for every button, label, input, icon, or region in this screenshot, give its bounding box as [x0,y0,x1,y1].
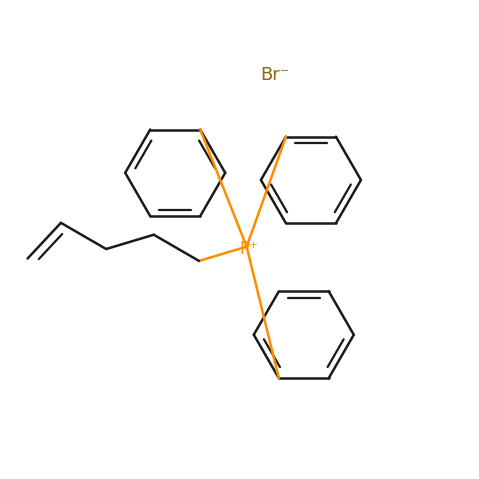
Text: Br⁻: Br⁻ [261,66,290,84]
Text: P⁺: P⁺ [240,240,259,258]
